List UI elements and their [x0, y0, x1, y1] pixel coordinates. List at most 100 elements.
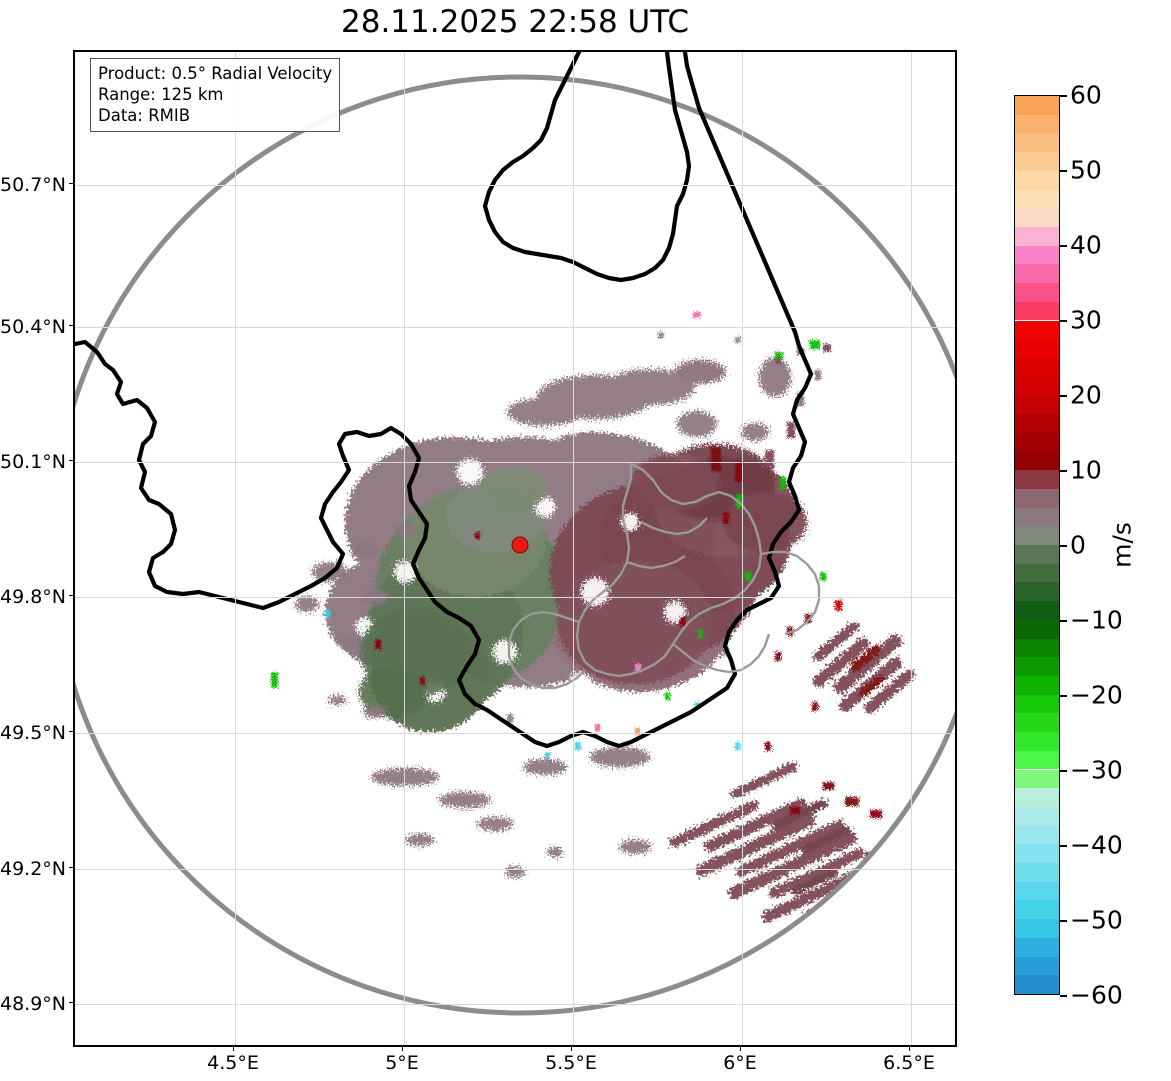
- colorbar-tick-label-10: 10: [1070, 455, 1102, 485]
- colorbar-tick-30: [1060, 320, 1067, 322]
- y-axis-tick-label-0: 50.7°N: [0, 174, 67, 196]
- colorbar-band: [1015, 283, 1059, 302]
- colorbar-band: [1015, 133, 1059, 153]
- gridline-lat-50.1: [75, 462, 955, 463]
- x-axis-tick-label-1: 5°E: [385, 1052, 419, 1074]
- admin-borders: [507, 462, 821, 690]
- colorbar-band: [1015, 975, 1059, 994]
- echo-region-south-small: [328, 695, 651, 878]
- gridline-lat-49.2: [75, 869, 955, 870]
- colorbar-band: [1015, 732, 1059, 751]
- colorbar-band: [1015, 769, 1059, 789]
- colorbar-band: [1015, 844, 1059, 864]
- colorbar-band: [1015, 488, 1059, 508]
- colorbar-tick-label--60: −60: [1070, 980, 1123, 1010]
- colorbar-tick-20: [1060, 395, 1067, 397]
- colorbar-tick-label--10: −10: [1070, 605, 1123, 635]
- colorbar-tick--60: [1060, 995, 1067, 997]
- colorbar-band: [1015, 601, 1059, 620]
- colorbar-band: [1015, 788, 1059, 807]
- colorbar-tick-label-50: 50: [1070, 155, 1102, 185]
- y-tick-4: [69, 731, 73, 732]
- gridline-lon-5.5: [573, 52, 574, 1045]
- gridline-lon-5.0: [404, 52, 405, 1045]
- x-tick-4: [909, 1047, 910, 1051]
- colorbar-tick--40: [1060, 845, 1067, 847]
- colorbar-band: [1015, 750, 1059, 770]
- y-axis-tick-label-6: 48.9°N: [0, 993, 67, 1015]
- colorbar-gradient: [1015, 96, 1059, 994]
- colorbar-tick-label-0: 0: [1070, 530, 1086, 560]
- echo-region-west-scattered: [295, 523, 415, 649]
- colorbar-tick-60: [1060, 95, 1067, 97]
- country-borders: [75, 52, 814, 749]
- colorbar-band: [1015, 919, 1059, 938]
- echo-region-southeast-streaks: [669, 762, 885, 931]
- colorbar-tick-label-20: 20: [1070, 380, 1102, 410]
- info-product-line: Product: 0.5° Radial Velocity: [98, 64, 333, 83]
- y-tick-3: [69, 595, 73, 596]
- gridline-lon-6.0: [742, 52, 743, 1045]
- radar-reflectivity-layer: [75, 52, 955, 1016]
- colorbar-band: [1015, 806, 1059, 826]
- colorbar-band: [1015, 657, 1059, 676]
- colorbar-band: [1015, 189, 1059, 209]
- colorbar-band: [1015, 226, 1059, 246]
- colorbar-tick--10: [1060, 620, 1067, 622]
- radar-plot-panel: Product: 0.5° Radial Velocity Range: 125…: [73, 50, 957, 1047]
- colorbar-tick-label--30: −30: [1070, 755, 1123, 785]
- y-tick-1: [69, 325, 73, 326]
- colorbar-band: [1015, 507, 1059, 527]
- colorbar-tick-0: [1060, 545, 1067, 547]
- x-axis-tick-label-0: 4.5°E: [207, 1052, 259, 1074]
- y-tick-5: [69, 867, 73, 868]
- colorbar-band: [1015, 526, 1059, 545]
- gridline-lat-49.8: [75, 597, 955, 598]
- colorbar-band: [1015, 563, 1059, 583]
- echo-se-darkred-cells: [775, 782, 905, 970]
- colorbar-band: [1015, 264, 1059, 284]
- range-ring-125km: [75, 74, 955, 1016]
- colorbar-band: [1015, 339, 1059, 358]
- x-tick-3: [740, 1047, 741, 1051]
- colorbar-band: [1015, 470, 1059, 489]
- colorbar-band: [1015, 675, 1059, 695]
- echo-green-fringe: [359, 467, 547, 718]
- gridline-lat-50.4: [75, 327, 955, 328]
- radar-plot-canvas: Product: 0.5° Radial Velocity Range: 125…: [75, 52, 955, 1045]
- colorbar-tick-10: [1060, 470, 1067, 472]
- colorbar-band: [1015, 694, 1059, 714]
- gridline-lon-6.5: [911, 52, 912, 1045]
- colorbar-band: [1015, 863, 1059, 882]
- x-tick-1: [402, 1047, 403, 1051]
- x-tick-0: [233, 1047, 234, 1051]
- colorbar-band: [1015, 451, 1059, 471]
- colorbar-band: [1015, 619, 1059, 639]
- echo-speckle-center-east: [271, 532, 842, 759]
- x-axis-tick-label-4: 6.5°E: [883, 1052, 935, 1074]
- y-axis-tick-label-1: 50.4°N: [0, 316, 67, 338]
- y-axis-tick-label-5: 49.2°N: [0, 858, 67, 880]
- colorbar-band: [1015, 320, 1059, 340]
- colorbar-band: [1015, 357, 1059, 377]
- colorbar-tick-50: [1060, 170, 1067, 172]
- page-title: 28.11.2025 22:58 UTC: [341, 4, 689, 40]
- info-data-line: Data: RMIB: [98, 106, 191, 125]
- x-axis-tick-label-2: 5.5°E: [545, 1052, 597, 1074]
- gridline-lat-48.9: [75, 1004, 955, 1005]
- colorbar-band: [1015, 432, 1059, 452]
- colorbar-tick-label-60: 60: [1070, 80, 1102, 110]
- colorbar-tick-label-30: 30: [1070, 305, 1102, 335]
- colorbar-band: [1015, 713, 1059, 733]
- colorbar-tick-40: [1060, 245, 1067, 247]
- colorbar-tick--30: [1060, 770, 1067, 772]
- colorbar-band: [1015, 114, 1059, 134]
- colorbar-tick-label--40: −40: [1070, 830, 1123, 860]
- colorbar-band: [1015, 96, 1059, 115]
- y-tick-0: [69, 183, 73, 184]
- colorbar-band: [1015, 376, 1059, 396]
- x-tick-2: [571, 1047, 572, 1051]
- x-axis-tick-label-3: 6°E: [723, 1052, 757, 1074]
- gridline-lat-49.5: [75, 733, 955, 734]
- y-tick-2: [69, 460, 73, 461]
